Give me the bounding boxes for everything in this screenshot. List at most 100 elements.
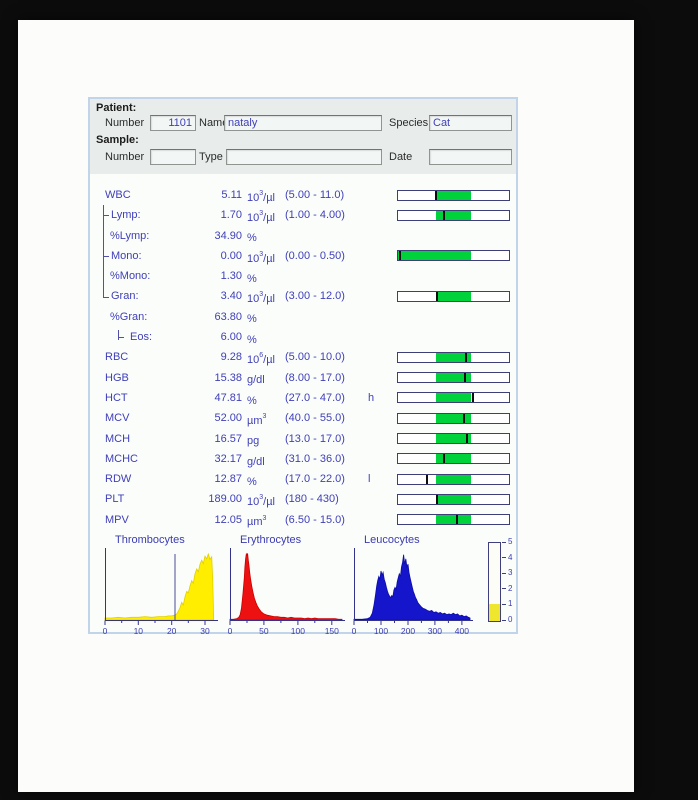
sample-number-field[interactable] — [150, 149, 196, 165]
parameter-label: MPV — [105, 513, 129, 526]
species-label: Species — [389, 117, 429, 129]
range-bar-normal-zone — [435, 210, 472, 220]
histograms-section: Thrombocytes 0 10 20 30 Erythrocytes 0 50 100… — [90, 534, 516, 636]
result-row: %Lymp: 34.90 % — [90, 225, 516, 247]
range-bar-value-marker — [436, 494, 439, 504]
parameter-unit: µm3 — [247, 413, 267, 427]
result-row: HCT 47.81 % (27.0 - 47.0) h — [90, 388, 516, 408]
range-bar-normal-zone — [435, 494, 472, 504]
reference-range: (27.0 - 47.0) — [285, 391, 345, 404]
result-row: PLT 189.00 103/µl (180 - 430) — [90, 489, 516, 509]
gauge-tick-label: 0 — [508, 615, 513, 624]
range-bar-normal-zone — [435, 373, 472, 383]
sample-number-label: Number — [105, 151, 145, 163]
sample-type-field[interactable] — [226, 149, 382, 165]
tree-connector — [90, 286, 124, 306]
leucocytes-plot: 0 100 200 300 400 — [352, 548, 473, 636]
range-bar-normal-zone — [435, 474, 472, 484]
patient-field-row: Number 1101 Name nataly Species Cat — [90, 115, 516, 131]
svg-text:0: 0 — [103, 626, 108, 636]
range-bar — [397, 189, 510, 201]
species-value: Cat — [433, 117, 451, 129]
patient-sample-header: Patient: Number 1101 Name nataly Species… — [90, 99, 516, 175]
svg-text:20: 20 — [167, 626, 177, 636]
sample-date-field[interactable] — [429, 149, 512, 165]
range-bar-normal-zone — [435, 291, 472, 301]
erythrocytes-title: Erythrocytes — [240, 534, 302, 546]
parameter-label: MCH — [105, 432, 131, 445]
result-row: RDW 12.87 % (17.0 - 22.0) l — [90, 469, 516, 489]
reference-range: (40.0 - 55.0) — [285, 412, 345, 425]
gauge-tick — [502, 572, 506, 574]
parameter-label: WBC — [105, 189, 131, 201]
range-bar — [397, 209, 510, 221]
gauge-fill — [489, 603, 500, 621]
result-row: MCH 16.57 pg (13.0 - 17.0) — [90, 429, 516, 449]
reference-range: (3.00 - 12.0) — [285, 290, 345, 303]
parameter-unit: 103/µl — [247, 291, 275, 306]
svg-text:30: 30 — [200, 626, 210, 636]
parameter-value: 9.28 — [220, 351, 242, 364]
range-bar-value-marker — [455, 515, 458, 525]
thrombocytes-histogram: Thrombocytes 0 10 20 30 — [103, 534, 218, 636]
patient-number-field[interactable]: 1101 — [150, 115, 196, 131]
species-field[interactable]: Cat — [429, 115, 512, 131]
range-bar — [397, 473, 510, 485]
range-bar-value-marker — [466, 434, 469, 444]
parameter-label: Gran: — [111, 290, 139, 303]
result-row: Lymp: 1.70 103/µl (1.00 - 4.00) — [90, 205, 516, 226]
result-row: MCHC 32.17 g/dl (31.0 - 36.0) — [90, 449, 516, 469]
range-bar-value-marker — [435, 190, 438, 200]
range-bar — [397, 392, 510, 404]
range-bar — [397, 493, 510, 505]
reference-range: (8.00 - 17.0) — [285, 371, 345, 384]
parameter-label: MCV — [105, 412, 130, 425]
range-bar-value-marker — [463, 373, 466, 383]
parameter-unit: % — [247, 272, 257, 285]
result-row: MPV 12.05 µm3 (6.50 - 15.0) — [90, 510, 516, 530]
parameter-unit: % — [247, 333, 257, 346]
gauge-tick-label: 3 — [508, 568, 513, 578]
parameter-label: Mono: — [111, 249, 142, 262]
range-bar-normal-zone — [435, 393, 472, 403]
parameter-unit: g/dl — [247, 455, 265, 468]
range-bar-value-marker — [465, 352, 468, 362]
tree-connector — [90, 245, 124, 267]
patient-number-value: 1101 — [168, 117, 192, 129]
range-bar — [397, 250, 510, 262]
gauge-tick-label: 2 — [508, 583, 513, 593]
gauge-tick-label: 1 — [508, 599, 513, 609]
parameter-value: 32.17 — [214, 452, 242, 465]
range-bar-value-marker — [425, 474, 428, 484]
reference-range: (1.00 - 4.00) — [285, 209, 345, 222]
result-row: %Gran: 63.80 % — [90, 307, 516, 327]
range-bar-value-marker — [471, 393, 474, 403]
svg-text:0: 0 — [228, 626, 233, 636]
gauge-tick-label: 4 — [508, 552, 513, 562]
svg-text:200: 200 — [401, 626, 415, 636]
svg-text:100: 100 — [374, 626, 388, 636]
range-bar — [397, 290, 510, 302]
range-bar — [397, 453, 510, 465]
parameter-label: %Gran: — [110, 310, 148, 323]
parameter-value: 0.00 — [220, 249, 242, 262]
result-row: Mono: 0.00 103/µl (0.00 - 0.50) — [90, 245, 516, 267]
reference-range: (5.00 - 11.0) — [285, 189, 345, 201]
tree-connector — [90, 266, 124, 287]
parameter-value: 5.11 — [221, 189, 242, 201]
sample-date-label: Date — [389, 151, 413, 163]
patient-name-value: nataly — [228, 117, 258, 129]
parameter-label: %Lymp: — [110, 229, 150, 242]
leucocytes-title: Leucocytes — [364, 534, 420, 546]
parameter-label: HGB — [105, 371, 129, 384]
parameter-label: RBC — [105, 351, 129, 364]
range-bar-normal-zone — [398, 251, 472, 261]
patient-name-field[interactable]: nataly — [224, 115, 382, 131]
svg-text:100: 100 — [291, 626, 305, 636]
result-row: MCV 52.00 µm3 (40.0 - 55.0) — [90, 408, 516, 428]
svg-text:300: 300 — [428, 626, 442, 636]
svg-text:0: 0 — [352, 626, 357, 636]
parameter-unit: 103/µl — [247, 210, 275, 224]
parameter-label: MCHC — [105, 452, 138, 465]
